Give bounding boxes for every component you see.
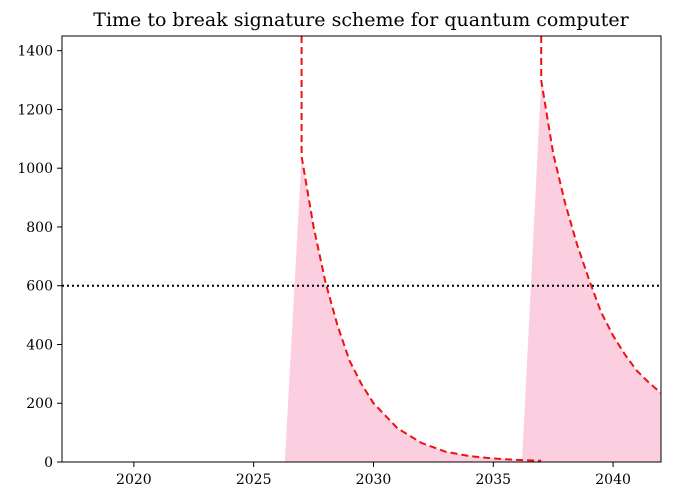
y-tick-label: 800	[26, 220, 53, 236]
x-tick-label: 2025	[236, 472, 272, 488]
y-tick-label: 600	[26, 279, 53, 295]
x-tick-label: 2030	[356, 472, 392, 488]
y-tick-label: 1200	[17, 102, 53, 118]
chart-title: Time to break signature scheme for quant…	[93, 9, 629, 31]
series-line-segment-1	[300, 36, 542, 462]
y-tick-label: 0	[44, 455, 53, 471]
y-tick-label: 1400	[17, 44, 53, 60]
x-tick-label: 2035	[475, 472, 511, 488]
x-axis: 2020 2025 2030 2035 2040	[116, 462, 631, 488]
shaded-region-1	[284, 156, 542, 462]
y-axis: 0 200 400 600 800 1000 1200 1400	[17, 44, 62, 471]
x-tick-label: 2040	[595, 472, 631, 488]
shaded-region-2	[522, 80, 661, 462]
series-curves	[300, 36, 661, 462]
series-line-segment-2	[540, 36, 661, 394]
y-tick-label: 1000	[17, 161, 53, 177]
y-tick-label: 200	[26, 396, 53, 412]
y-tick-label: 400	[26, 337, 53, 353]
plot-frame	[61, 35, 662, 463]
x-tick-label: 2020	[116, 472, 152, 488]
shaded-regions	[284, 80, 661, 462]
